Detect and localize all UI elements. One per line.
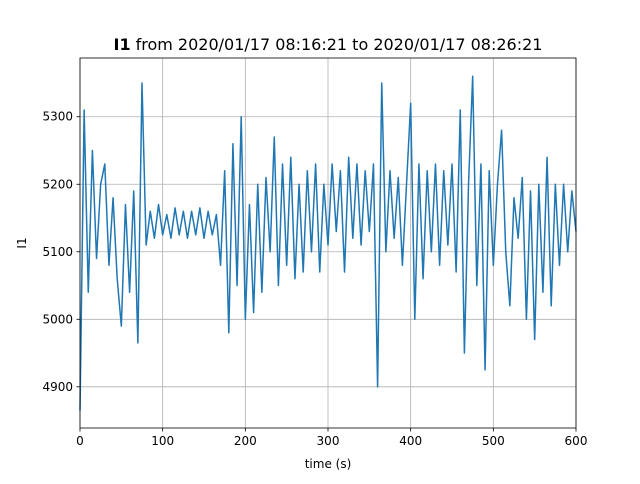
x-tick-label: 300 xyxy=(317,434,340,448)
y-tick-label: 4900 xyxy=(42,380,73,394)
y-axis-label: I1 xyxy=(15,237,29,248)
x-tick-label: 200 xyxy=(234,434,257,448)
y-tick-label: 5100 xyxy=(42,245,73,259)
x-tick-label: 500 xyxy=(482,434,505,448)
x-tick-label: 400 xyxy=(399,434,422,448)
title-variable: I1 xyxy=(114,35,131,54)
y-tick-label: 5200 xyxy=(42,177,73,191)
title-text: from 2020/01/17 08:16:21 to 2020/01/17 0… xyxy=(136,35,543,54)
x-axis-label: time (s) xyxy=(305,457,352,471)
x-tick-label: 600 xyxy=(565,434,588,448)
y-tick-label: 5000 xyxy=(42,312,73,326)
x-tick-label: 100 xyxy=(151,434,174,448)
y-tick-label: 5300 xyxy=(42,110,73,124)
chart-title: I1 from 2020/01/17 08:16:21 to 2020/01/17… xyxy=(114,35,543,54)
data-line xyxy=(79,75,577,411)
x-tick-label: 0 xyxy=(76,434,84,448)
plot-area xyxy=(79,75,577,411)
